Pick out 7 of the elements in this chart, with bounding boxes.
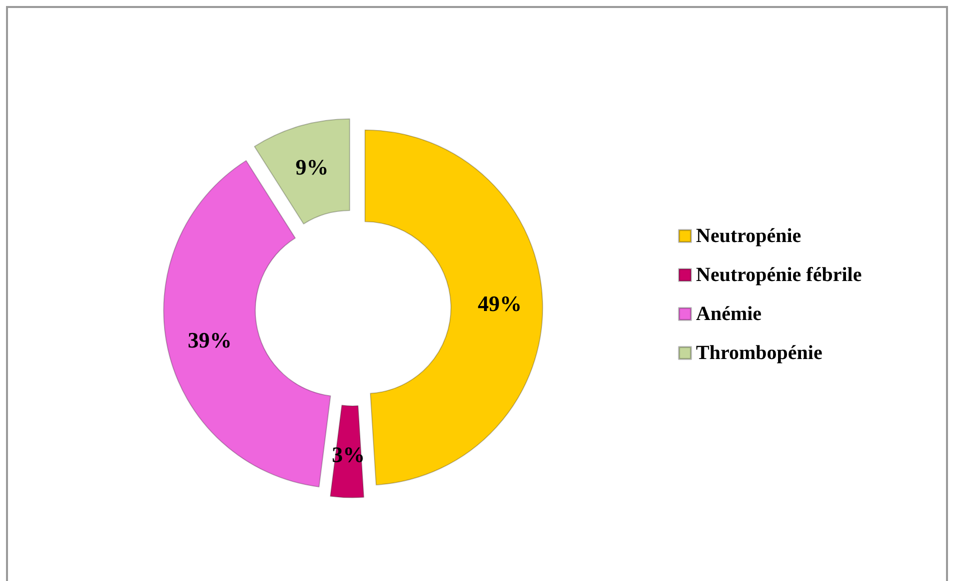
data-label: 49% (478, 290, 522, 316)
legend-label: Neutropénie (696, 225, 802, 247)
data-label: 9% (296, 154, 329, 180)
data-label: 39% (188, 328, 232, 353)
legend-label: Neutropénie fébrile (696, 264, 862, 286)
legend-label: Thrombopénie (696, 342, 822, 364)
legend-label: Anémie (696, 303, 762, 325)
